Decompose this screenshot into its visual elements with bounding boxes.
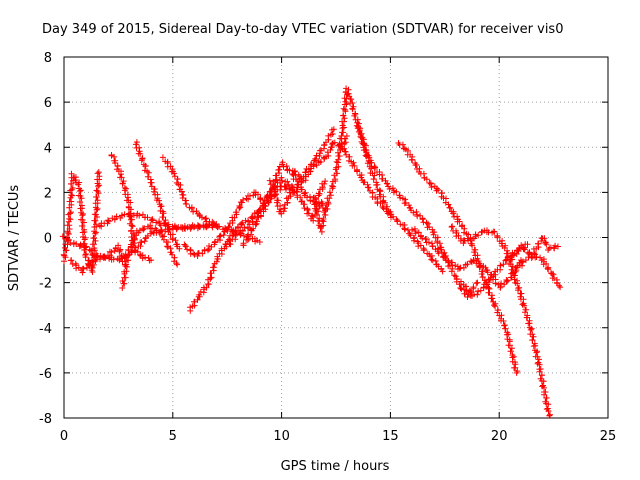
marker-path-track-17	[354, 120, 481, 300]
series-track-9	[181, 189, 268, 259]
marker-path-track-22	[508, 235, 561, 263]
y-tick-label: -4	[39, 322, 52, 337]
y-tick-label: 2	[44, 186, 52, 201]
x-tick-label: 15	[382, 429, 399, 444]
x-axis-label: GPS time / hours	[281, 459, 390, 474]
y-tick-label: 4	[44, 141, 52, 156]
marker-path-track-1	[60, 169, 103, 275]
marker-path-track-13	[266, 177, 329, 224]
marker-path-track-16	[338, 143, 446, 275]
series-track-16	[338, 143, 446, 275]
data-markers	[59, 85, 564, 419]
marker-path-track-12	[240, 126, 337, 249]
marker-path-track-7	[132, 139, 183, 252]
series-track-23	[513, 251, 564, 291]
x-tick-label: 25	[600, 429, 617, 444]
y-tick-label: 6	[44, 96, 52, 111]
y-tick-label: 8	[44, 51, 52, 66]
series-track-22	[508, 235, 561, 263]
y-tick-label: 0	[44, 232, 52, 247]
marker-path-track-9	[181, 189, 268, 259]
y-tick-labels: -8 -6 -4 -2 0 2 4 6 8	[39, 51, 52, 427]
chart-title: Day 349 of 2015, Sidereal Day-to-day VTE…	[42, 22, 563, 37]
y-tick-label: -6	[39, 367, 52, 382]
x-tick-labels: 0 5 10 15 20 25	[60, 429, 616, 444]
axis-ticks	[63, 56, 609, 419]
marker-path-track-19	[409, 225, 524, 291]
marker-path-track-6	[119, 222, 181, 291]
y-tick-label: -2	[39, 277, 52, 292]
marker-path-track-23	[513, 251, 564, 291]
series-track-6	[119, 222, 181, 291]
x-tick-label: 5	[169, 429, 177, 444]
y-tick-label: -8	[39, 412, 52, 427]
series-track-20	[448, 223, 553, 419]
y-axis-label: SDTVAR / TECUs	[7, 185, 22, 292]
grid-lines	[64, 57, 608, 418]
series-track-17	[354, 120, 481, 300]
series-track-7	[132, 139, 183, 252]
x-tick-label: 20	[491, 429, 508, 444]
x-tick-label: 10	[273, 429, 290, 444]
marker-path-track-20	[448, 223, 553, 419]
series-track-13	[266, 177, 329, 224]
x-tick-label: 0	[60, 429, 68, 444]
series-track-1	[60, 169, 103, 275]
series-track-12	[240, 126, 337, 249]
series-track-19	[409, 225, 524, 291]
